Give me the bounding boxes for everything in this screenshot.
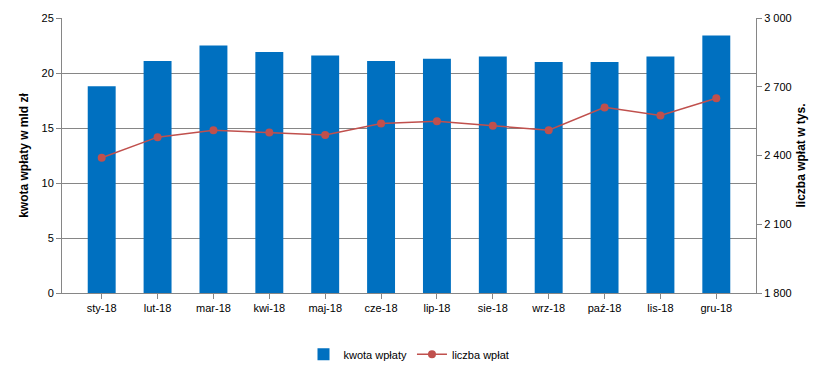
svg-text:maj-18: maj-18 xyxy=(308,302,342,314)
svg-text:10: 10 xyxy=(42,177,54,189)
svg-text:wrz-18: wrz-18 xyxy=(531,302,565,314)
svg-text:20: 20 xyxy=(42,67,54,79)
svg-text:0: 0 xyxy=(48,287,54,299)
svg-text:lip-18: lip-18 xyxy=(423,302,450,314)
svg-text:25: 25 xyxy=(42,12,54,24)
svg-text:15: 15 xyxy=(42,122,54,134)
svg-text:kwota wpłaty: kwota wpłaty xyxy=(344,349,407,361)
svg-text:3 000: 3 000 xyxy=(764,12,792,24)
svg-text:mar-18: mar-18 xyxy=(196,302,231,314)
svg-text:1 800: 1 800 xyxy=(764,287,792,299)
svg-text:sty-18: sty-18 xyxy=(87,302,117,314)
svg-text:lis-18: lis-18 xyxy=(647,302,673,314)
svg-text:kwota wpłaty w mld zł: kwota wpłaty w mld zł xyxy=(17,92,31,217)
svg-text:5: 5 xyxy=(48,232,54,244)
svg-text:cze-18: cze-18 xyxy=(365,302,398,314)
svg-text:2 700: 2 700 xyxy=(764,81,792,93)
svg-text:2 100: 2 100 xyxy=(764,218,792,230)
svg-text:lut-18: lut-18 xyxy=(144,302,172,314)
svg-text:liczba wpłat: liczba wpłat xyxy=(452,349,509,361)
svg-text:gru-18: gru-18 xyxy=(700,302,732,314)
svg-text:2 400: 2 400 xyxy=(764,149,792,161)
svg-text:liczba wpłat w tys.: liczba wpłat w tys. xyxy=(794,103,808,207)
svg-text:paź-18: paź-18 xyxy=(588,302,622,314)
svg-text:kwi-18: kwi-18 xyxy=(253,302,285,314)
svg-text:sie-18: sie-18 xyxy=(478,302,508,314)
